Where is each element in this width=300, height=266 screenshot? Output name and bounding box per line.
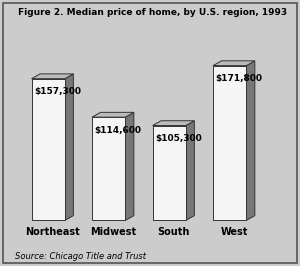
Text: Source: Chicago Title and Trust: Source: Chicago Title and Trust <box>15 252 146 261</box>
Polygon shape <box>92 117 125 221</box>
Text: $114,600: $114,600 <box>94 126 142 135</box>
Polygon shape <box>186 121 194 221</box>
Polygon shape <box>153 126 186 221</box>
Text: Northeast: Northeast <box>25 227 80 237</box>
Text: South: South <box>157 227 190 237</box>
Text: $105,300: $105,300 <box>155 134 202 143</box>
Polygon shape <box>92 112 134 117</box>
Text: $171,800: $171,800 <box>215 74 262 83</box>
Polygon shape <box>65 74 74 221</box>
Polygon shape <box>32 74 74 79</box>
Text: $157,300: $157,300 <box>34 87 81 96</box>
Polygon shape <box>213 61 255 66</box>
Text: Figure 2. Median price of home, by U.S. region, 1993: Figure 2. Median price of home, by U.S. … <box>18 8 287 17</box>
Polygon shape <box>32 79 65 221</box>
Text: West: West <box>220 227 247 237</box>
Polygon shape <box>246 61 255 221</box>
Text: Midwest: Midwest <box>90 227 136 237</box>
Polygon shape <box>125 112 134 221</box>
Polygon shape <box>153 121 194 126</box>
Polygon shape <box>213 66 246 221</box>
